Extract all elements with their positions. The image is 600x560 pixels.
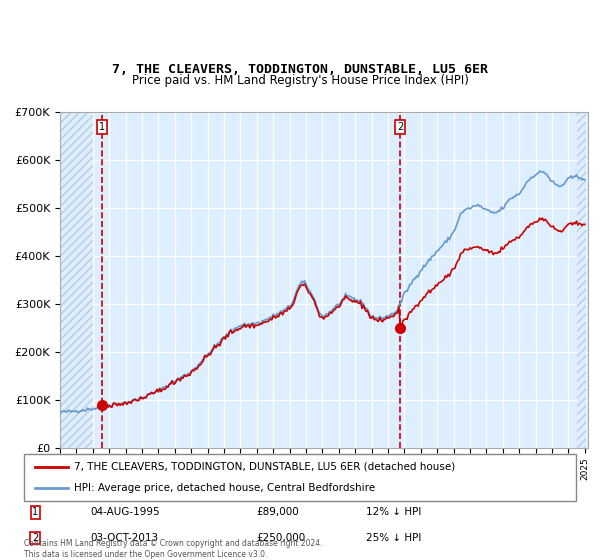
Text: £250,000: £250,000 bbox=[256, 533, 305, 543]
Text: Contains HM Land Registry data © Crown copyright and database right 2024.
This d: Contains HM Land Registry data © Crown c… bbox=[24, 539, 323, 559]
Text: 25% ↓ HPI: 25% ↓ HPI bbox=[366, 533, 422, 543]
Text: 7, THE CLEAVERS, TODDINGTON, DUNSTABLE, LU5 6ER: 7, THE CLEAVERS, TODDINGTON, DUNSTABLE, … bbox=[112, 63, 488, 76]
Text: Price paid vs. HM Land Registry's House Price Index (HPI): Price paid vs. HM Land Registry's House … bbox=[131, 74, 469, 87]
Text: 04-AUG-1995: 04-AUG-1995 bbox=[90, 507, 160, 517]
Text: 2: 2 bbox=[32, 533, 38, 543]
Text: 03-OCT-2013: 03-OCT-2013 bbox=[90, 533, 158, 543]
Text: HPI: Average price, detached house, Central Bedfordshire: HPI: Average price, detached house, Cent… bbox=[74, 483, 375, 493]
Text: 7, THE CLEAVERS, TODDINGTON, DUNSTABLE, LU5 6ER (detached house): 7, THE CLEAVERS, TODDINGTON, DUNSTABLE, … bbox=[74, 462, 455, 472]
Bar bbox=[60, 112, 93, 448]
Text: 12% ↓ HPI: 12% ↓ HPI bbox=[366, 507, 422, 517]
Text: 1: 1 bbox=[32, 507, 38, 517]
Text: 2: 2 bbox=[397, 122, 403, 132]
FancyBboxPatch shape bbox=[24, 454, 576, 501]
Bar bbox=[577, 112, 586, 448]
Text: £89,000: £89,000 bbox=[256, 507, 299, 517]
Text: 1: 1 bbox=[99, 122, 106, 132]
